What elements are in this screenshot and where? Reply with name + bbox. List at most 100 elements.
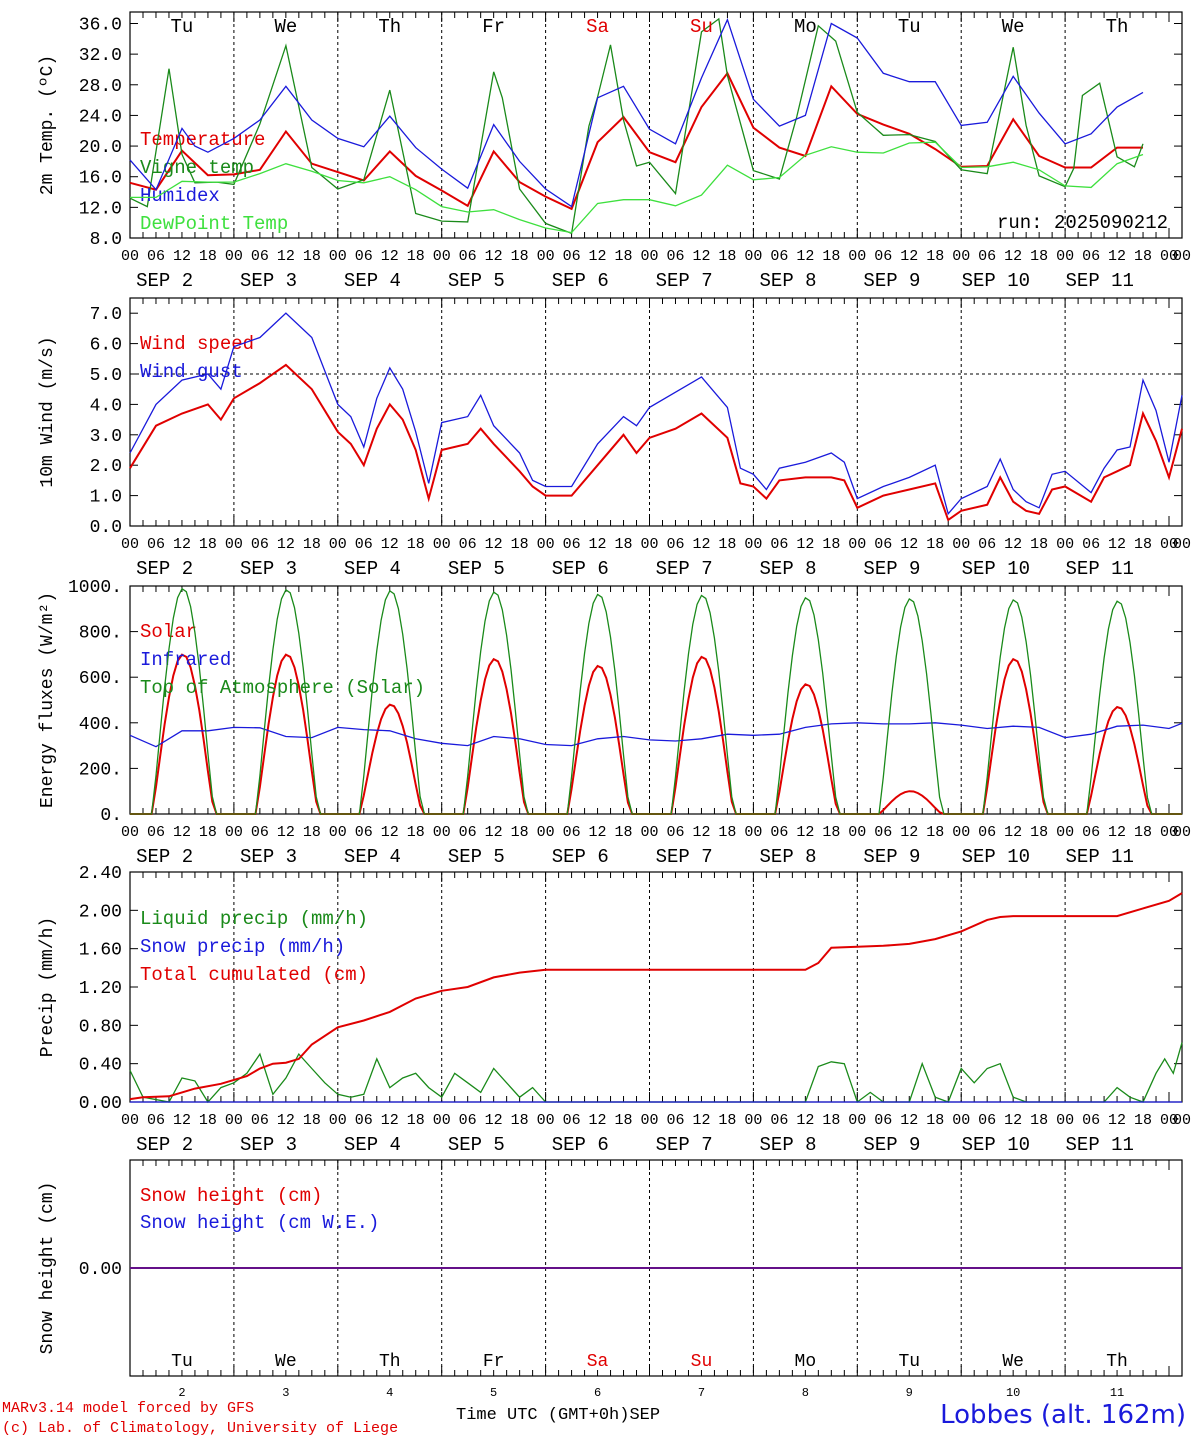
day-number: 3 xyxy=(282,1386,289,1400)
y-tick-label: 0.80 xyxy=(79,1017,122,1037)
date-label: SEP 2 xyxy=(136,558,193,580)
y-tick-label: 24.0 xyxy=(79,107,122,127)
hour-tick-label: 18 xyxy=(199,248,217,265)
hour-tick-label: 00 xyxy=(952,536,970,553)
month-label: SEP xyxy=(629,1406,661,1425)
y-tick-label: 0.40 xyxy=(79,1056,122,1076)
panel-frame xyxy=(129,297,1183,527)
hour-tick-label: 06 xyxy=(978,536,996,553)
hour-tick-label: 00 xyxy=(1173,1112,1191,1129)
hour-tick-label: 00 xyxy=(225,536,243,553)
y-tick-label: 1.0 xyxy=(90,488,122,508)
day-label: We xyxy=(274,16,297,38)
hour-tick-label: 12 xyxy=(796,1112,814,1129)
day-label: Th xyxy=(378,16,401,38)
hour-tick-label: 06 xyxy=(459,248,477,265)
hour-tick-label: 06 xyxy=(147,536,165,553)
day-label: Fr xyxy=(482,16,505,38)
y-axis-label: 10m Wind (m/s) xyxy=(38,336,58,487)
hour-tick-label: 12 xyxy=(485,536,503,553)
hour-tick-label: 12 xyxy=(796,824,814,841)
legend-entry: Wind speed xyxy=(140,333,254,355)
date-label: SEP 7 xyxy=(656,558,713,580)
y-tick-label: 600. xyxy=(79,669,122,689)
legend-entry: DewPoint Temp xyxy=(140,213,288,235)
day-label: Th xyxy=(379,1352,401,1372)
y-tick-label: 16.0 xyxy=(79,169,122,189)
credit-line-2: (c) Lab. of Climatology, University of L… xyxy=(2,1420,399,1437)
hour-tick-label: 18 xyxy=(1134,536,1152,553)
hour-tick-label: 06 xyxy=(1082,1112,1100,1129)
hour-tick-label: 06 xyxy=(147,248,165,265)
hour-tick-label: 00 xyxy=(640,1112,658,1129)
date-label: SEP 8 xyxy=(760,846,817,868)
hour-tick-label: 12 xyxy=(381,536,399,553)
hour-tick-label: 12 xyxy=(1004,536,1022,553)
hour-tick-label: 00 xyxy=(848,1112,866,1129)
y-tick-label: 1000. xyxy=(68,578,122,598)
legend-entry: Total cumulated (cm) xyxy=(140,964,368,986)
legend-entry: Infrared xyxy=(140,649,231,671)
hour-tick-label: 12 xyxy=(692,536,710,553)
date-label: SEP 5 xyxy=(448,846,505,868)
date-label: SEP 11 xyxy=(1066,846,1134,868)
date-label: SEP 10 xyxy=(962,1134,1030,1156)
y-tick-label: 12.0 xyxy=(79,199,122,219)
series-temperature xyxy=(129,71,1143,211)
hour-tick-label: 18 xyxy=(718,536,736,553)
legend-entry: Liquid precip (mm/h) xyxy=(140,908,368,930)
hour-tick-label: 18 xyxy=(822,248,840,265)
hour-tick-label: 06 xyxy=(251,536,269,553)
hour-tick-label: 12 xyxy=(589,1112,607,1129)
y-tick-label: 800. xyxy=(79,624,122,644)
date-label: SEP 5 xyxy=(448,270,505,292)
hour-tick-label: 12 xyxy=(485,1112,503,1129)
hour-tick-label: 18 xyxy=(407,824,425,841)
station-name: Lobbes (alt. 162m) xyxy=(940,1400,1186,1430)
hour-tick-label: 00 xyxy=(952,1112,970,1129)
hour-tick-label: 00 xyxy=(121,248,139,265)
day-number: 2 xyxy=(178,1386,185,1400)
hour-tick-label: 00 xyxy=(329,536,347,553)
date-label: SEP 11 xyxy=(1066,558,1134,580)
hour-tick-label: 18 xyxy=(303,536,321,553)
date-label: SEP 6 xyxy=(552,846,609,868)
hour-tick-label: 12 xyxy=(692,1112,710,1129)
series-wind-gust xyxy=(129,312,1183,516)
date-label: SEP 4 xyxy=(344,558,401,580)
hour-tick-label: 06 xyxy=(874,536,892,553)
panel-frame xyxy=(129,585,1183,815)
date-label: SEP 2 xyxy=(136,270,193,292)
legend-entry: Wind gust xyxy=(140,361,243,383)
y-tick-label: 0.00 xyxy=(79,1094,122,1114)
date-label: SEP 10 xyxy=(962,846,1030,868)
legend-entry: Snow height (cm) xyxy=(140,1185,322,1207)
hour-tick-label: 18 xyxy=(718,248,736,265)
hour-tick-label: 06 xyxy=(355,1112,373,1129)
hour-tick-label: 12 xyxy=(485,248,503,265)
hour-tick-label: 00 xyxy=(744,536,762,553)
hour-tick-label: 06 xyxy=(978,248,996,265)
hour-tick-label: 06 xyxy=(666,248,684,265)
hour-tick-label: 06 xyxy=(459,536,477,553)
day-number: 10 xyxy=(1006,1386,1020,1400)
hour-tick-label: 18 xyxy=(407,536,425,553)
hour-tick-label: 00 xyxy=(1056,536,1074,553)
date-label: SEP 4 xyxy=(344,846,401,868)
hour-tick-label: 18 xyxy=(615,824,633,841)
credit-line-1: MARv3.14 model forced by GFS xyxy=(2,1400,255,1417)
y-axis-label: Snow height (cm) xyxy=(38,1182,58,1355)
hour-tick-label: 00 xyxy=(744,824,762,841)
hour-tick-label: 12 xyxy=(1108,1112,1126,1129)
date-label: SEP 9 xyxy=(863,558,920,580)
date-label: SEP 7 xyxy=(656,846,713,868)
hour-tick-label: 06 xyxy=(666,1112,684,1129)
series-dewpoint-temp xyxy=(130,141,1144,234)
series-vigne-temp xyxy=(129,17,1144,235)
hour-tick-label: 00 xyxy=(952,248,970,265)
hour-tick-label: 00 xyxy=(225,248,243,265)
hour-tick-label: 18 xyxy=(303,824,321,841)
hour-tick-label: 18 xyxy=(511,536,529,553)
hour-tick-label: 12 xyxy=(277,1112,295,1129)
day-label: Th xyxy=(1106,1352,1128,1372)
